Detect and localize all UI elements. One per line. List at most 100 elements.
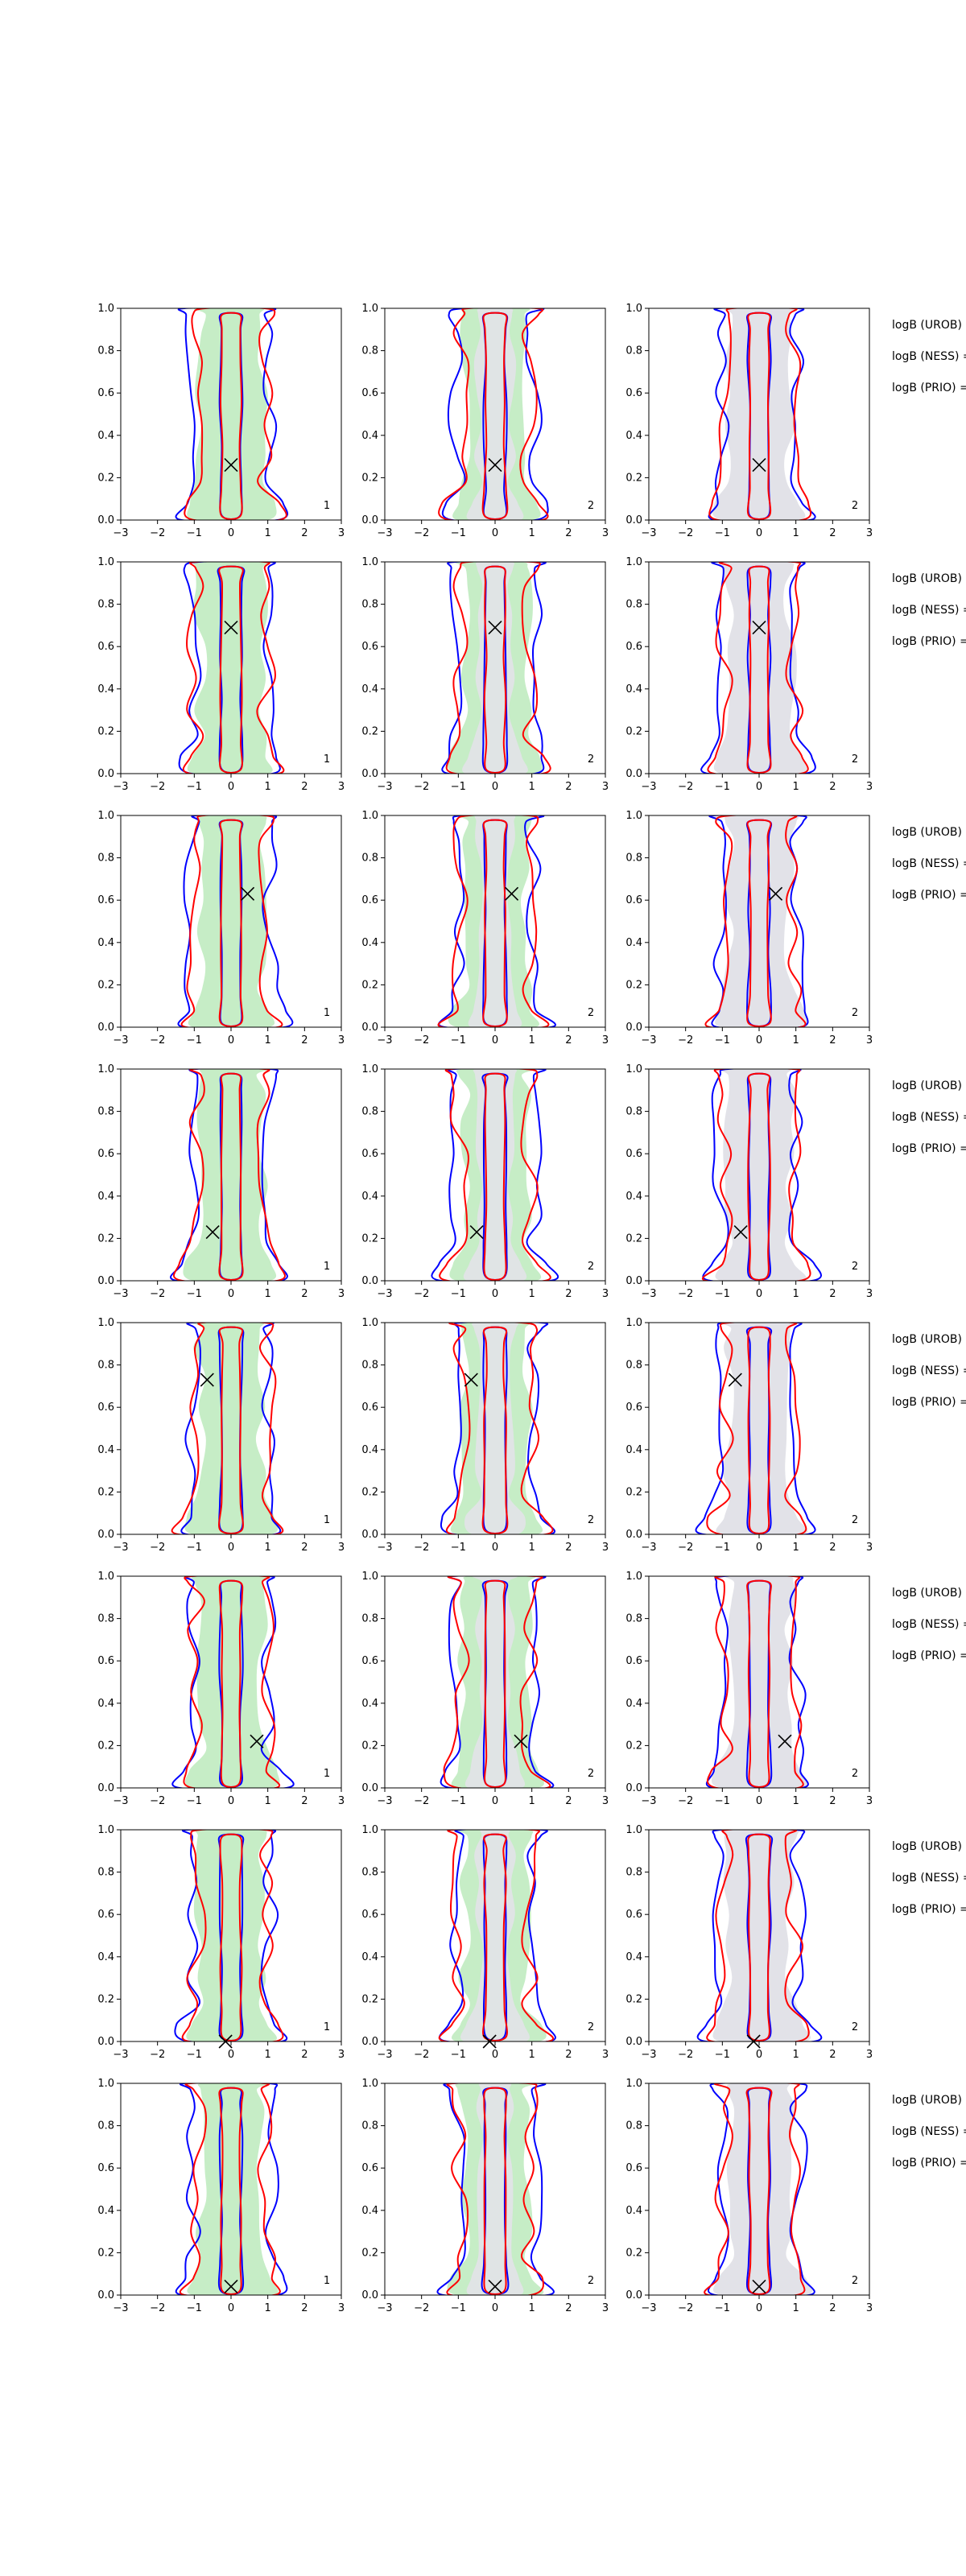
x-tick-label: 0: [756, 1288, 762, 1300]
x-tick-label: 2: [565, 1795, 572, 1807]
panel-r3-c2: −3 −2 −1 0 1 2 3 0.0 0.2 0.4 0.6 0.8 1.0 2: [361, 810, 609, 1046]
x-tick-label: −3: [113, 2049, 128, 2061]
y-tick-label: 0.2: [97, 1993, 114, 2005]
y-tick-label: 0.2: [97, 1232, 114, 1245]
x-tick-label: −1: [451, 2302, 466, 2314]
y-tick-label: 0.2: [625, 1486, 642, 1498]
x-tick-label: 1: [793, 1542, 799, 1554]
shaded-region: [183, 1069, 277, 1281]
y-tick-label: 0.4: [625, 937, 642, 949]
y-tick-label: 0.6: [97, 2162, 114, 2174]
x-tick-label: −1: [451, 2049, 466, 2061]
panel-r4-c1: −3 −2 −1 0 1 2 3 0.0 0.2 0.4 0.6 0.8 1.0 1: [97, 1063, 345, 1300]
y-tick-label: 0.8: [361, 2120, 378, 2132]
logb-label-1: logB (UROB) =: [892, 2094, 966, 2107]
contour-inner-series2: [482, 1833, 508, 2041]
panel-contours: [436, 2083, 555, 2295]
x-tick-label: 1: [793, 2049, 799, 2061]
y-tick-label: 0.4: [625, 1444, 642, 1456]
x-tick-label: −2: [150, 2049, 165, 2061]
x-tick-label: −2: [150, 1288, 165, 1300]
x-tick-label: 2: [301, 1795, 308, 1807]
y-tick-label: 0.0: [97, 514, 114, 526]
x-tick-label: −2: [678, 2302, 693, 2314]
x-tick-label: 2: [301, 1288, 308, 1300]
y-tick-label: 0.8: [97, 345, 114, 357]
x-tick-label: −2: [150, 2302, 165, 2314]
marker-x-stroke2: [224, 2279, 238, 2294]
panel-contours: [438, 308, 549, 520]
x-tick-label: −1: [187, 1795, 202, 1807]
x-tick-label: −2: [678, 1542, 693, 1554]
x-tick-label: 3: [602, 1795, 609, 1807]
panel-contours: [170, 1069, 288, 1281]
y-tick-label: 0.6: [625, 1909, 642, 1921]
marker-x-stroke2: [488, 620, 502, 635]
logb-label-1: logB (UROB) =: [892, 319, 966, 332]
contour-inner-series2: [746, 819, 772, 1027]
x-tick-label: 2: [565, 527, 572, 539]
shaded-region-inner: [464, 1323, 526, 1534]
y-tick-label: 0.6: [625, 894, 642, 906]
logb-label-2: logB (NESS) =: [892, 350, 966, 363]
panel-r3-c1: −3 −2 −1 0 1 2 3 0.0 0.2 0.4 0.6 0.8 1.0 1: [97, 810, 345, 1046]
contour-inner-series2: [483, 565, 507, 774]
y-tick-label: 0.4: [97, 937, 114, 949]
contour-inner-series2: [219, 312, 243, 520]
x-tick-label: −2: [678, 1795, 693, 1807]
x-tick-label: 0: [228, 2302, 234, 2314]
panel-r6-c1: −3 −2 −1 0 1 2 3 0.0 0.2 0.4 0.6 0.8 1.0 1: [97, 1571, 345, 1807]
x-tick-label: 0: [492, 1288, 498, 1300]
y-tick-label: 1.0: [361, 303, 378, 315]
panel-tag: 2: [588, 2275, 594, 2287]
y-tick-label: 0.8: [361, 1867, 378, 1879]
x-tick-label: −2: [414, 2049, 429, 2061]
x-tick-label: −1: [451, 1795, 466, 1807]
x-tick-label: 1: [265, 2302, 271, 2314]
x-tick-label: 3: [866, 1034, 873, 1046]
x-tick-label: 1: [529, 2302, 535, 2314]
y-tick-label: 1.0: [97, 2078, 114, 2090]
y-tick-label: 0.6: [361, 1655, 378, 1667]
y-tick-label: 0.4: [625, 430, 642, 442]
y-tick-label: 0.0: [625, 1529, 642, 1541]
y-tick-label: 0.2: [625, 1740, 642, 1752]
y-tick-label: 0.0: [361, 768, 378, 780]
y-tick-label: 0.4: [97, 1698, 114, 1710]
logb-label-2: logB (NESS) =: [892, 2125, 966, 2138]
x-tick-label: 1: [793, 1034, 799, 1046]
y-tick-label: 1.0: [361, 1571, 378, 1583]
y-tick-label: 1.0: [97, 810, 114, 822]
x-tick-label: 2: [301, 1034, 308, 1046]
shaded-region: [715, 815, 809, 1027]
panel-r6-c2: −3 −2 −1 0 1 2 3 0.0 0.2 0.4 0.6 0.8 1.0 2: [361, 1571, 609, 1807]
shaded-region: [715, 1069, 807, 1281]
x-tick-label: −2: [414, 781, 429, 793]
x-tick-label: −2: [678, 1034, 693, 1046]
shaded-region: [187, 2083, 279, 2295]
contour-inner-series2: [482, 819, 508, 1027]
panel-r3-c3: −3 −2 −1 0 1 2 3 0.0 0.2 0.4 0.6 0.8 1.0 2: [625, 810, 873, 1046]
x-tick-label: −1: [187, 1542, 202, 1554]
y-tick-label: 1.0: [97, 1063, 114, 1075]
contour-outer-series1: [708, 815, 809, 1027]
y-tick-label: 0.8: [97, 852, 114, 865]
panel-tag: 2: [588, 1768, 594, 1780]
x-tick-label: −3: [641, 1288, 656, 1300]
panel-contours: [708, 308, 816, 520]
x-tick-label: −1: [451, 1288, 466, 1300]
x-tick-label: −2: [414, 2302, 429, 2314]
x-tick-label: −1: [715, 1034, 730, 1046]
y-tick-label: 0.4: [361, 1444, 378, 1456]
marker-x-stroke2: [224, 458, 238, 473]
x-tick-label: −1: [715, 1795, 730, 1807]
panel-contours: [431, 1069, 559, 1281]
y-tick-label: 0.0: [361, 1529, 378, 1541]
logb-label-2: logB (NESS) =: [892, 604, 966, 617]
panel-r2-c1: −3 −2 −1 0 1 2 3 0.0 0.2 0.4 0.6 0.8 1.0 1: [97, 556, 345, 793]
x-tick-label: −3: [377, 781, 392, 793]
x-tick-label: 3: [338, 1288, 345, 1300]
panel-tag: 1: [324, 1261, 330, 1273]
y-tick-label: 0.2: [625, 1993, 642, 2005]
contour-inner-series1: [745, 1326, 773, 1534]
